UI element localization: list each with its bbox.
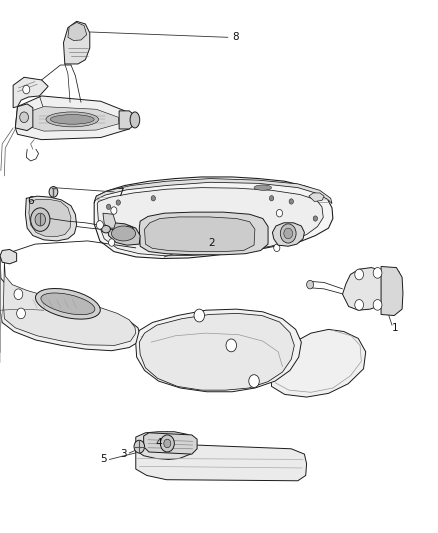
Circle shape bbox=[289, 199, 293, 204]
Circle shape bbox=[373, 300, 382, 310]
Circle shape bbox=[151, 196, 155, 201]
Polygon shape bbox=[4, 261, 136, 345]
Polygon shape bbox=[29, 199, 71, 237]
Polygon shape bbox=[136, 309, 301, 392]
Circle shape bbox=[106, 204, 111, 209]
Ellipse shape bbox=[124, 226, 134, 235]
Polygon shape bbox=[64, 21, 90, 64]
Circle shape bbox=[284, 228, 293, 239]
Polygon shape bbox=[139, 313, 294, 390]
Ellipse shape bbox=[254, 185, 272, 190]
Polygon shape bbox=[94, 177, 333, 259]
Polygon shape bbox=[25, 196, 77, 241]
Circle shape bbox=[20, 112, 28, 123]
Polygon shape bbox=[119, 111, 136, 129]
Circle shape bbox=[276, 209, 283, 217]
Text: 7: 7 bbox=[117, 188, 124, 198]
Circle shape bbox=[109, 239, 115, 246]
Ellipse shape bbox=[46, 112, 99, 127]
Polygon shape bbox=[139, 212, 268, 255]
Polygon shape bbox=[144, 433, 197, 454]
Text: 2: 2 bbox=[208, 238, 215, 247]
Polygon shape bbox=[343, 268, 391, 310]
Polygon shape bbox=[271, 329, 366, 397]
Polygon shape bbox=[26, 107, 119, 131]
Text: 3: 3 bbox=[120, 449, 127, 459]
Text: 5: 5 bbox=[101, 455, 107, 464]
Ellipse shape bbox=[111, 226, 135, 241]
Polygon shape bbox=[272, 223, 304, 246]
Circle shape bbox=[164, 439, 171, 448]
Circle shape bbox=[313, 216, 318, 221]
Circle shape bbox=[269, 196, 274, 201]
Polygon shape bbox=[145, 217, 255, 252]
Circle shape bbox=[96, 221, 103, 229]
Polygon shape bbox=[309, 193, 324, 201]
Circle shape bbox=[274, 244, 280, 252]
Circle shape bbox=[116, 200, 120, 205]
Ellipse shape bbox=[130, 112, 140, 128]
Text: 1: 1 bbox=[392, 323, 399, 333]
Polygon shape bbox=[15, 104, 33, 131]
Polygon shape bbox=[68, 22, 87, 41]
Circle shape bbox=[23, 85, 30, 94]
Ellipse shape bbox=[50, 115, 94, 124]
Polygon shape bbox=[0, 256, 140, 351]
Circle shape bbox=[307, 280, 314, 289]
Circle shape bbox=[194, 309, 205, 322]
Circle shape bbox=[134, 440, 145, 453]
Polygon shape bbox=[97, 188, 323, 256]
Polygon shape bbox=[15, 96, 131, 140]
Circle shape bbox=[35, 213, 46, 226]
Polygon shape bbox=[136, 445, 307, 481]
Circle shape bbox=[160, 435, 174, 452]
Text: 4: 4 bbox=[155, 439, 162, 448]
Polygon shape bbox=[0, 249, 17, 264]
Circle shape bbox=[111, 207, 117, 214]
Polygon shape bbox=[13, 77, 48, 108]
Polygon shape bbox=[103, 213, 116, 228]
Circle shape bbox=[373, 268, 382, 278]
Circle shape bbox=[31, 208, 50, 231]
Ellipse shape bbox=[102, 225, 110, 233]
Polygon shape bbox=[94, 179, 332, 204]
Circle shape bbox=[14, 289, 23, 300]
Ellipse shape bbox=[41, 293, 95, 314]
Circle shape bbox=[355, 300, 364, 310]
Ellipse shape bbox=[35, 288, 100, 319]
Polygon shape bbox=[107, 223, 140, 245]
Text: 6: 6 bbox=[28, 197, 34, 206]
Circle shape bbox=[249, 375, 259, 387]
Circle shape bbox=[280, 224, 296, 243]
Circle shape bbox=[226, 339, 237, 352]
Polygon shape bbox=[136, 432, 196, 459]
Circle shape bbox=[17, 308, 25, 319]
Circle shape bbox=[355, 269, 364, 280]
Circle shape bbox=[49, 187, 58, 197]
Text: 8: 8 bbox=[232, 33, 239, 42]
Polygon shape bbox=[381, 266, 403, 316]
